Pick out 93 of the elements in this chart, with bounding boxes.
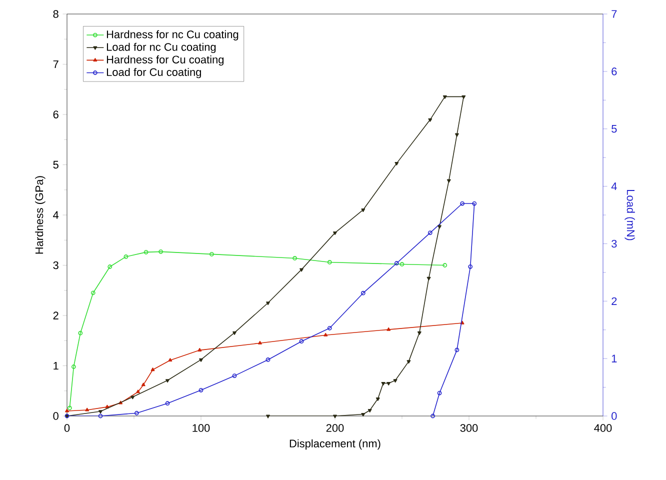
point: [394, 261, 399, 266]
point: [168, 358, 172, 362]
y-tick-label: 8: [53, 10, 58, 18]
y-tick-label: 5: [53, 160, 58, 169]
point: [438, 225, 442, 229]
y-tick-label: 6: [53, 110, 58, 118]
point: [134, 410, 139, 416]
y-tick-label: 2: [53, 312, 58, 320]
point: [136, 390, 140, 394]
point: [327, 260, 332, 264]
point: [426, 276, 431, 280]
point: [386, 327, 391, 331]
point: [394, 162, 399, 166]
point: [437, 390, 442, 396]
y-axis-title: Hardness (GPa): [35, 176, 46, 254]
y-tick-label: 7: [53, 60, 58, 68]
point: [232, 331, 236, 335]
y-tick-label: 3: [53, 261, 58, 270]
point: [333, 414, 337, 418]
point: [428, 118, 432, 122]
point: [198, 348, 202, 352]
y-tick-label: 1: [54, 362, 58, 370]
point: [460, 201, 464, 206]
point: [300, 268, 304, 272]
point: [78, 330, 83, 336]
y2-tick-label: 1: [612, 354, 617, 362]
point: [368, 408, 372, 412]
y2-tick-label: 6: [612, 68, 617, 76]
point: [292, 256, 297, 260]
point: [400, 262, 404, 266]
legend-label: Load for Cu coating: [106, 68, 201, 78]
point: [124, 254, 128, 259]
point: [266, 414, 270, 418]
x-tick-label: 300: [460, 424, 478, 432]
x-axis-title: Displacement (nm): [290, 439, 380, 450]
point: [468, 264, 473, 269]
point: [446, 179, 451, 183]
point: [417, 331, 422, 335]
point: [210, 252, 214, 256]
point: [266, 358, 270, 362]
point: [72, 364, 76, 369]
point: [386, 382, 391, 386]
legend-label: Hardness for Cu coating: [106, 55, 224, 66]
point: [324, 332, 328, 336]
x-tick-label: 200: [326, 424, 344, 432]
point: [90, 290, 96, 296]
point: [360, 290, 366, 296]
y2-tick-label: 0: [612, 412, 617, 420]
point: [361, 208, 366, 212]
point: [141, 382, 146, 386]
point: [454, 348, 460, 352]
y-tick-label: 4: [53, 211, 59, 219]
point: [108, 264, 112, 269]
point: [393, 379, 398, 383]
point: [98, 410, 102, 414]
legend-label: Load for nc Cu coating: [106, 42, 216, 54]
point: [150, 368, 155, 372]
point: [442, 95, 447, 99]
point: [454, 133, 459, 137]
point: [258, 340, 262, 344]
point: [130, 396, 135, 400]
y-tick-label: 0: [53, 412, 58, 420]
point: [65, 408, 69, 412]
point: [199, 358, 203, 362]
point: [98, 414, 103, 418]
y2-tick-label: 2: [612, 297, 617, 305]
point: [333, 232, 337, 235]
y2-tick-label: 3: [612, 240, 617, 248]
point: [361, 412, 366, 416]
y2-tick-label: 7: [612, 10, 617, 18]
point: [381, 382, 386, 386]
x-tick-label: 0: [64, 424, 70, 432]
point: [327, 326, 332, 330]
point: [158, 249, 163, 254]
point: [198, 388, 204, 392]
y2-tick-label: 5: [612, 125, 617, 133]
point: [165, 401, 170, 406]
point: [406, 360, 411, 364]
point: [166, 379, 170, 383]
point: [266, 302, 270, 306]
point: [428, 230, 432, 235]
x-tick-label: 400: [594, 424, 612, 432]
point: [472, 201, 477, 206]
point: [232, 374, 237, 378]
point: [376, 397, 380, 401]
point: [85, 408, 90, 412]
point: [299, 339, 304, 344]
y2-axis-title: Load (mN): [624, 190, 635, 240]
point: [144, 250, 148, 254]
point: [462, 95, 466, 99]
x-tick-label: 100: [192, 424, 210, 432]
legend-label: Hardness for nc Cu coating: [106, 30, 238, 40]
y2-tick-label: 4: [611, 182, 617, 190]
